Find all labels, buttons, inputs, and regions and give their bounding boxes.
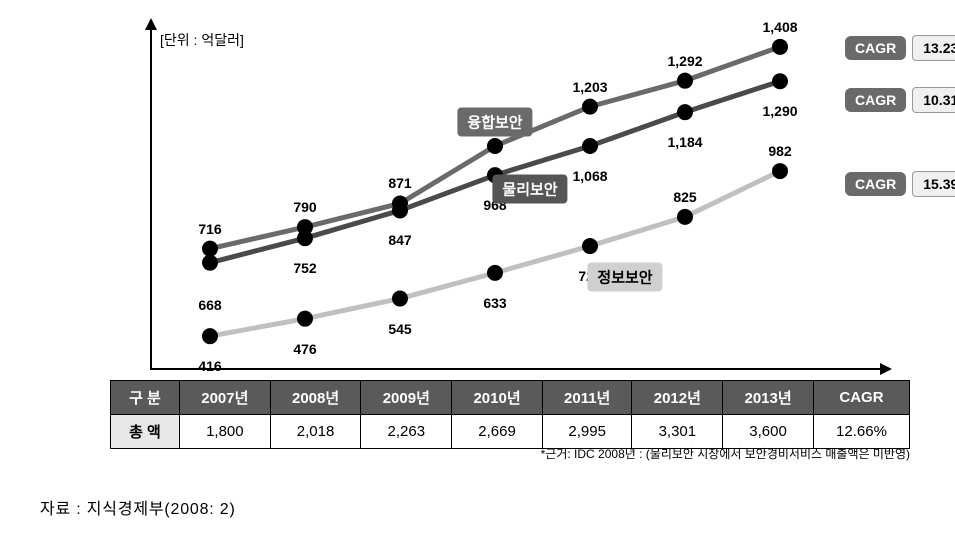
marker xyxy=(677,104,693,120)
cagr-value: 13.23% xyxy=(912,35,955,61)
marker xyxy=(772,163,788,179)
marker xyxy=(392,202,408,218)
data-label: 633 xyxy=(483,295,506,311)
data-label: 668 xyxy=(198,297,221,313)
marker xyxy=(582,99,598,115)
cagr-value: 10.31% xyxy=(912,87,955,113)
marker xyxy=(487,138,503,154)
series-label-정보보안: 정보보안 xyxy=(587,262,662,291)
table-row-header: 총 액 xyxy=(111,415,180,449)
marker xyxy=(202,241,218,257)
table-cell: 12.66% xyxy=(813,415,909,449)
table-header-cell: 2010년 xyxy=(452,381,543,415)
source-citation: 자료 : 지식경제부(2008: 2) xyxy=(40,495,236,519)
cagr-box-정보보안: CAGR15.39% xyxy=(845,171,955,197)
marker xyxy=(392,291,408,307)
table-header-cell: 2009년 xyxy=(361,381,452,415)
marker xyxy=(582,238,598,254)
cagr-box-융합보안: CAGR13.23% xyxy=(845,35,955,61)
marker xyxy=(677,73,693,89)
table-header-cell: 2013년 xyxy=(723,381,814,415)
cagr-box-물리보안: CAGR10.31% xyxy=(845,87,955,113)
data-label: 476 xyxy=(293,341,316,357)
marker xyxy=(202,328,218,344)
table-cell: 2,995 xyxy=(542,415,632,449)
data-label: 1,290 xyxy=(762,103,797,119)
data-label: 752 xyxy=(293,260,316,276)
table-header-row: 구 분2007년2008년2009년2010년2011년2012년2013년CA… xyxy=(111,381,910,415)
table-header-cell: 2007년 xyxy=(179,381,270,415)
table-header-cell: CAGR xyxy=(813,381,909,415)
data-label: 416 xyxy=(198,358,221,374)
data-label: 1,184 xyxy=(667,134,702,150)
marker xyxy=(202,255,218,271)
marker xyxy=(297,230,313,246)
summary-table: 구 분2007년2008년2009년2010년2011년2012년2013년CA… xyxy=(110,380,910,449)
data-label: 1,292 xyxy=(667,53,702,69)
cagr-title: CAGR xyxy=(845,36,906,60)
data-label: 871 xyxy=(388,175,411,191)
series-label-물리보안: 물리보안 xyxy=(492,175,567,204)
marker xyxy=(677,209,693,225)
table-header-cell: 2011년 xyxy=(542,381,632,415)
cagr-value: 15.39% xyxy=(912,171,955,197)
marker xyxy=(487,265,503,281)
footnote: *근거: IDC 2008년 : (물리보안 시장에서 보안경비서비스 매출액은… xyxy=(110,445,910,462)
data-label: 1,203 xyxy=(572,79,607,95)
table-cell: 3,600 xyxy=(723,415,814,449)
cagr-title: CAGR xyxy=(845,172,906,196)
data-label: 716 xyxy=(198,221,221,237)
table-cell: 3,301 xyxy=(632,415,723,449)
marker xyxy=(772,39,788,55)
data-label: 545 xyxy=(388,321,411,337)
table-header-cell: 구 분 xyxy=(111,381,180,415)
table-cell: 2,263 xyxy=(361,415,452,449)
table-cell: 1,800 xyxy=(179,415,270,449)
line-chart: [단위 : 억달러] 7167908711,0681,2031,2921,408… xyxy=(150,20,850,370)
data-label: 847 xyxy=(388,232,411,248)
table-header-cell: 2012년 xyxy=(632,381,723,415)
data-label: 982 xyxy=(768,143,791,159)
data-label: 825 xyxy=(673,189,696,205)
cagr-title: CAGR xyxy=(845,88,906,112)
data-label: 1,068 xyxy=(572,168,607,184)
table-header-cell: 2008년 xyxy=(270,381,361,415)
series-label-융합보안: 융합보안 xyxy=(457,108,532,137)
table-cell: 2,018 xyxy=(270,415,361,449)
marker xyxy=(582,138,598,154)
data-label: 790 xyxy=(293,199,316,215)
table-data-row: 총 액1,8002,0182,2632,6692,9953,3013,60012… xyxy=(111,415,910,449)
table-cell: 2,669 xyxy=(452,415,543,449)
marker xyxy=(772,73,788,89)
data-label: 1,408 xyxy=(762,19,797,35)
marker xyxy=(297,311,313,327)
